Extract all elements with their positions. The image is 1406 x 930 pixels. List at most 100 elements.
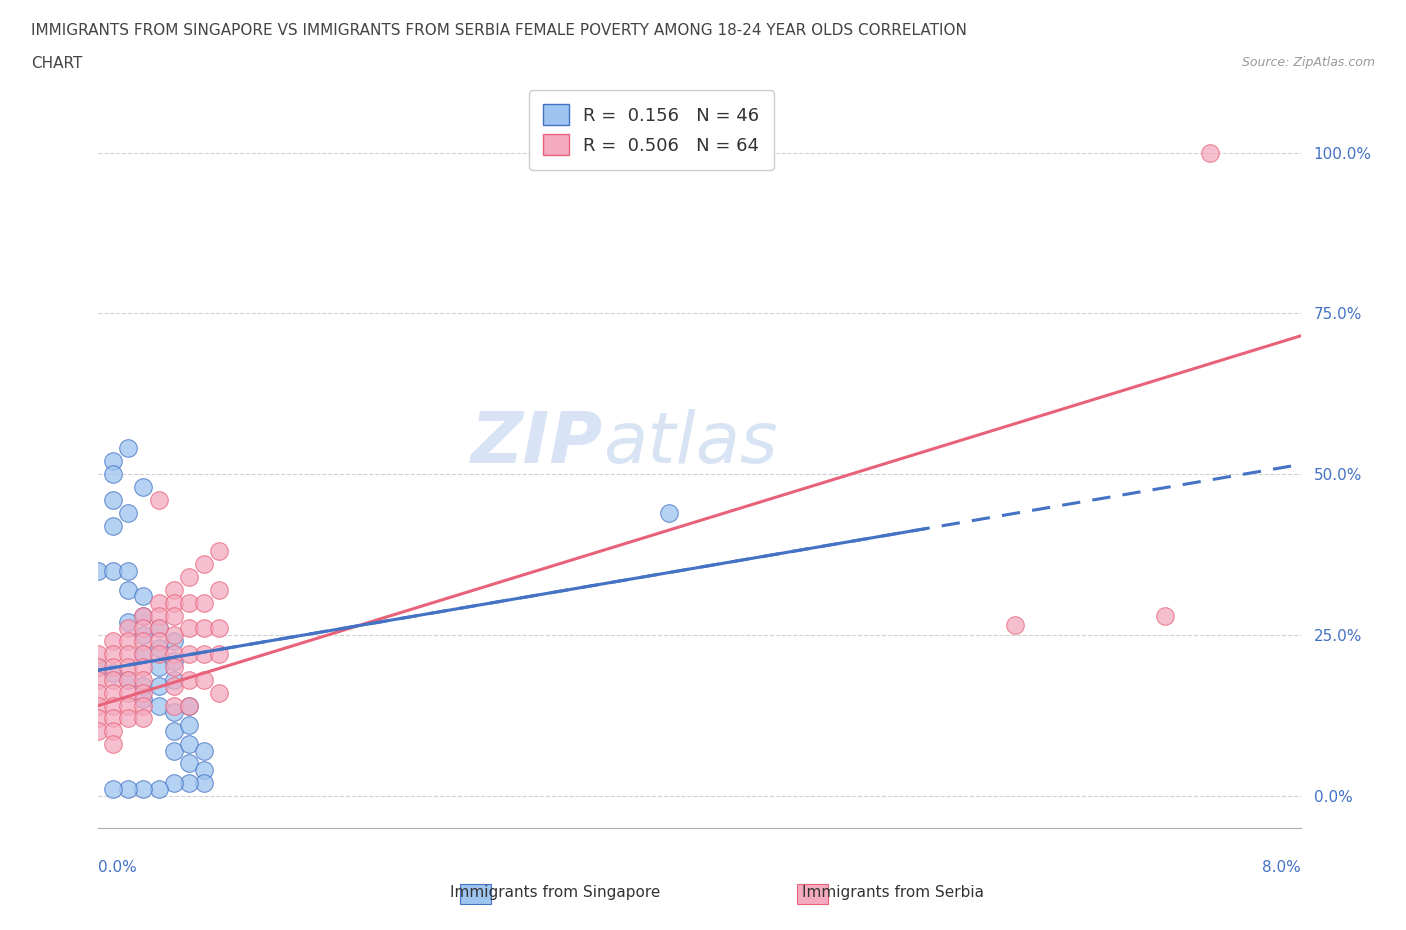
Point [103, 698, 125, 713]
Point [117, 615, 139, 630]
Point [148, 698, 170, 713]
Text: 8.0%: 8.0% [1261, 860, 1301, 875]
Point [1199, 145, 1222, 160]
Point [103, 659, 125, 674]
Point [177, 776, 200, 790]
Point [162, 653, 184, 668]
Point [103, 454, 125, 469]
Point [132, 589, 155, 604]
Point [87, 563, 110, 578]
Point [132, 672, 155, 687]
Point [117, 646, 139, 661]
Point [117, 582, 139, 597]
Point [132, 621, 155, 636]
Point [148, 492, 170, 507]
Point [132, 646, 155, 661]
Point [177, 698, 200, 713]
Point [132, 608, 155, 623]
Point [148, 646, 170, 661]
Point [87, 724, 110, 738]
Point [193, 776, 215, 790]
Point [132, 685, 155, 700]
Point [117, 685, 139, 700]
Point [162, 595, 184, 610]
Point [177, 698, 200, 713]
Point [148, 621, 170, 636]
Text: atlas: atlas [603, 409, 778, 478]
Point [132, 634, 155, 649]
Point [103, 563, 125, 578]
Point [193, 646, 215, 661]
Point [177, 737, 200, 751]
Text: Immigrants from Serbia: Immigrants from Serbia [801, 885, 984, 900]
Point [103, 685, 125, 700]
Point [132, 480, 155, 495]
Point [162, 634, 184, 649]
Text: IMMIGRANTS FROM SINGAPORE VS IMMIGRANTS FROM SERBIA FEMALE POVERTY AMONG 18-24 Y: IMMIGRANTS FROM SINGAPORE VS IMMIGRANTS … [31, 23, 967, 38]
Point [208, 544, 231, 559]
Point [193, 672, 215, 687]
Point [103, 724, 125, 738]
Point [177, 646, 200, 661]
Point [193, 621, 215, 636]
Point [162, 743, 184, 758]
Point [117, 672, 139, 687]
Point [193, 595, 215, 610]
Point [162, 672, 184, 687]
Point [132, 782, 155, 797]
Point [162, 608, 184, 623]
Point [177, 756, 200, 771]
Point [177, 672, 200, 687]
Point [162, 646, 184, 661]
Point [87, 698, 110, 713]
Point [117, 659, 139, 674]
Point [132, 692, 155, 707]
Point [193, 743, 215, 758]
Point [117, 621, 139, 636]
Point [117, 782, 139, 797]
Point [162, 705, 184, 720]
Point [117, 711, 139, 725]
Point [132, 698, 155, 713]
Point [87, 672, 110, 687]
Text: Source: ZipAtlas.com: Source: ZipAtlas.com [1241, 56, 1375, 69]
Point [162, 659, 184, 674]
Point [148, 679, 170, 694]
Point [177, 717, 200, 732]
Point [103, 782, 125, 797]
Point [132, 608, 155, 623]
Point [1154, 608, 1177, 623]
Point [208, 685, 231, 700]
Point [87, 659, 110, 674]
Point [103, 634, 125, 649]
Point [162, 679, 184, 694]
Point [87, 646, 110, 661]
Point [103, 467, 125, 482]
Point [148, 640, 170, 655]
Point [148, 659, 170, 674]
Point [117, 441, 139, 456]
Point [177, 621, 200, 636]
Point [103, 492, 125, 507]
Point [117, 634, 139, 649]
Point [87, 711, 110, 725]
Point [117, 563, 139, 578]
Text: Immigrants from Singapore: Immigrants from Singapore [450, 885, 661, 900]
Text: CHART: CHART [31, 56, 83, 71]
Point [208, 621, 231, 636]
Point [87, 659, 110, 674]
Point [117, 672, 139, 687]
Point [103, 666, 125, 681]
Legend: R =  0.156   N = 46, R =  0.506   N = 64: R = 0.156 N = 46, R = 0.506 N = 64 [529, 90, 773, 169]
Point [103, 737, 125, 751]
Point [132, 659, 155, 674]
Point [103, 711, 125, 725]
Point [148, 782, 170, 797]
Point [117, 698, 139, 713]
Point [162, 698, 184, 713]
Point [103, 672, 125, 687]
Point [177, 569, 200, 584]
Point [103, 518, 125, 533]
Point [132, 679, 155, 694]
Point [177, 595, 200, 610]
